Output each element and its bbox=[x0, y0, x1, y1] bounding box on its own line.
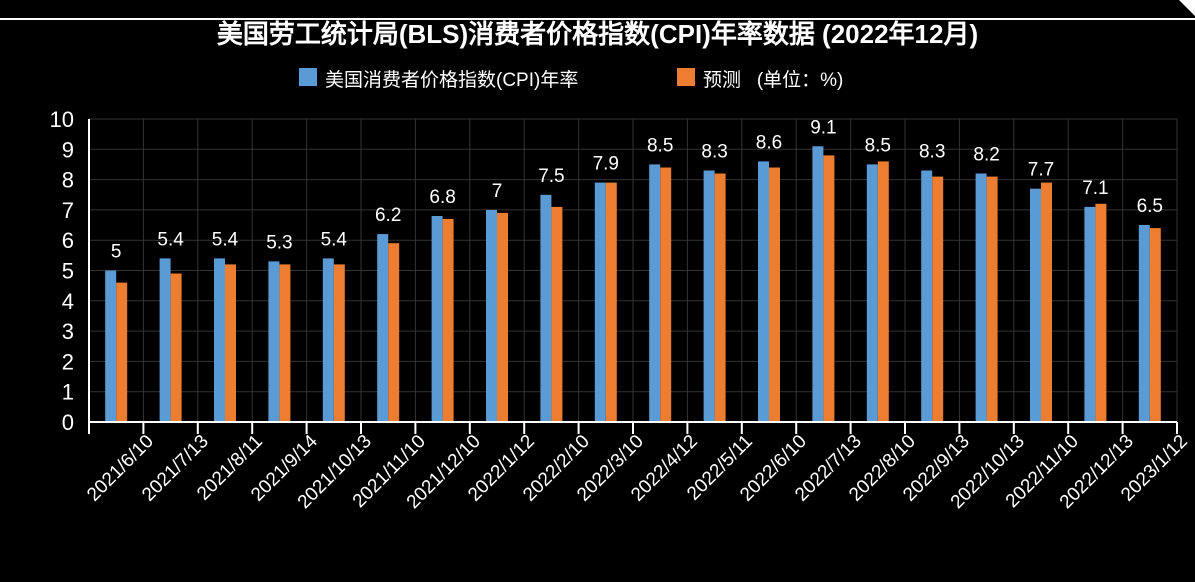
svg-text:7.7: 7.7 bbox=[1028, 160, 1054, 181]
svg-text:7: 7 bbox=[492, 181, 503, 202]
svg-text:8.3: 8.3 bbox=[701, 142, 727, 163]
svg-text:1: 1 bbox=[62, 380, 74, 405]
svg-text:9: 9 bbox=[62, 137, 74, 162]
svg-text:5: 5 bbox=[111, 242, 122, 263]
svg-text:4: 4 bbox=[62, 289, 74, 314]
svg-text:5.4: 5.4 bbox=[157, 229, 184, 250]
svg-text:7.1: 7.1 bbox=[1082, 178, 1108, 199]
svg-text:7.9: 7.9 bbox=[593, 154, 619, 175]
svg-text:7.5: 7.5 bbox=[538, 166, 564, 187]
svg-text:3: 3 bbox=[62, 319, 74, 344]
svg-text:6: 6 bbox=[62, 228, 74, 253]
svg-text:5.4: 5.4 bbox=[321, 229, 348, 250]
svg-text:10: 10 bbox=[50, 107, 74, 132]
svg-text:8.5: 8.5 bbox=[647, 135, 673, 156]
svg-text:6.5: 6.5 bbox=[1137, 196, 1163, 217]
svg-text:8.2: 8.2 bbox=[973, 145, 999, 166]
svg-text:8.3: 8.3 bbox=[919, 142, 945, 163]
svg-text:8: 8 bbox=[62, 168, 74, 193]
svg-text:5.4: 5.4 bbox=[212, 229, 239, 250]
svg-text:6.8: 6.8 bbox=[429, 187, 455, 208]
svg-text:7: 7 bbox=[62, 198, 74, 223]
svg-text:5: 5 bbox=[62, 259, 74, 284]
svg-text:8.6: 8.6 bbox=[756, 132, 782, 153]
svg-text:2: 2 bbox=[62, 349, 74, 374]
svg-text:6.2: 6.2 bbox=[375, 205, 401, 226]
svg-text:8.5: 8.5 bbox=[865, 135, 891, 156]
svg-text:5.3: 5.3 bbox=[266, 232, 292, 253]
svg-text:9.1: 9.1 bbox=[810, 117, 836, 138]
svg-text:0: 0 bbox=[62, 410, 74, 435]
